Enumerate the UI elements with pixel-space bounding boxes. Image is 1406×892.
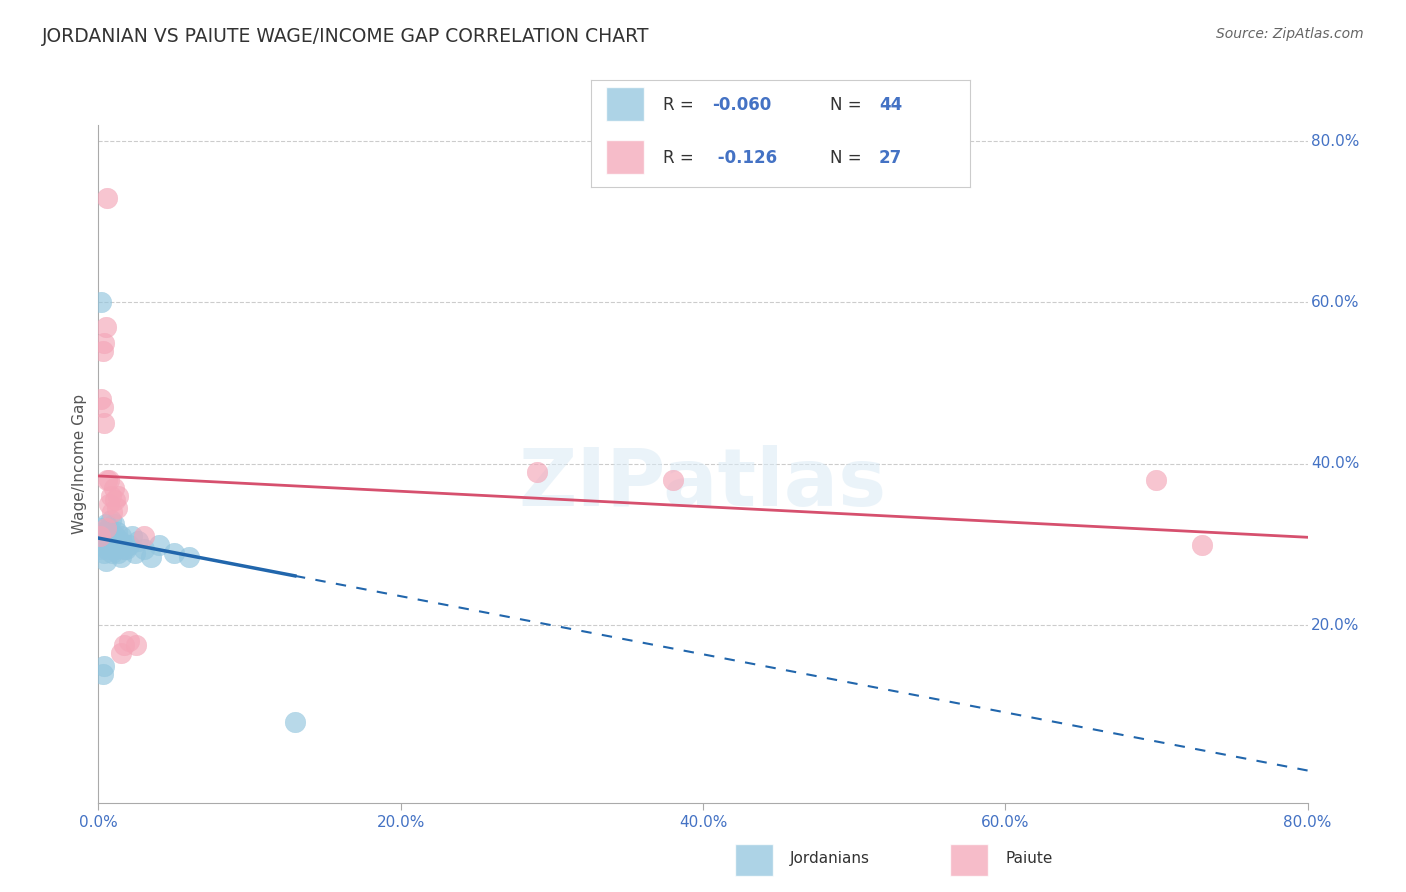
Point: [526, 465, 548, 479]
Point: [141, 549, 163, 564]
Text: -0.060: -0.060: [711, 96, 772, 114]
Point: [98, 537, 121, 551]
Point: [114, 541, 136, 556]
Point: [91, 525, 114, 540]
Point: [124, 546, 146, 560]
Point: [93, 658, 115, 673]
Point: [91, 537, 114, 551]
Text: 27: 27: [879, 150, 903, 168]
Text: R =: R =: [662, 150, 699, 168]
Point: [103, 541, 125, 556]
Y-axis label: Wage/Income Gap: Wage/Income Gap: [72, 393, 87, 534]
Point: [93, 335, 115, 350]
Point: [96, 473, 118, 487]
FancyBboxPatch shape: [606, 87, 644, 121]
Point: [118, 634, 141, 648]
Point: [101, 546, 124, 560]
Point: [94, 517, 117, 532]
Point: [94, 521, 117, 535]
Point: [104, 529, 127, 543]
Text: Paiute: Paiute: [1005, 851, 1053, 866]
Point: [93, 546, 115, 560]
Point: [90, 541, 112, 556]
Point: [101, 533, 124, 548]
Point: [94, 319, 117, 334]
Text: N =: N =: [830, 96, 866, 114]
Point: [89, 529, 111, 543]
Point: [163, 546, 186, 560]
Point: [132, 541, 155, 556]
Point: [98, 497, 121, 511]
Point: [96, 190, 118, 204]
Point: [105, 525, 128, 540]
Point: [96, 541, 118, 556]
Point: [93, 417, 115, 431]
Text: Source: ZipAtlas.com: Source: ZipAtlas.com: [1216, 27, 1364, 41]
Point: [132, 529, 155, 543]
Text: Jordanians: Jordanians: [790, 851, 870, 866]
Point: [98, 473, 121, 487]
Point: [105, 537, 128, 551]
Point: [91, 666, 114, 681]
Point: [103, 481, 125, 495]
Point: [121, 529, 143, 543]
FancyBboxPatch shape: [735, 844, 773, 876]
Text: -0.126: -0.126: [711, 150, 778, 168]
Point: [177, 549, 201, 564]
Point: [110, 647, 132, 661]
Point: [148, 537, 170, 551]
Point: [125, 639, 148, 653]
Point: [91, 401, 114, 415]
Point: [101, 505, 124, 519]
Point: [103, 517, 125, 532]
Text: 40.0%: 40.0%: [1312, 457, 1360, 471]
Text: 80.0%: 80.0%: [1312, 134, 1360, 149]
Point: [110, 529, 132, 543]
Point: [111, 537, 134, 551]
Point: [107, 546, 129, 560]
FancyBboxPatch shape: [606, 140, 644, 175]
Point: [100, 529, 122, 543]
Text: N =: N =: [830, 150, 866, 168]
Point: [112, 639, 135, 653]
Point: [96, 525, 118, 540]
Point: [93, 533, 115, 548]
Point: [110, 549, 132, 564]
Point: [118, 537, 141, 551]
Point: [127, 533, 149, 548]
Point: [104, 541, 127, 556]
Point: [100, 489, 122, 503]
Text: 20.0%: 20.0%: [1312, 618, 1360, 632]
Point: [91, 343, 114, 358]
Point: [661, 473, 683, 487]
Point: [89, 521, 111, 535]
Point: [104, 493, 127, 508]
Point: [90, 392, 112, 407]
Point: [90, 529, 112, 543]
Point: [100, 513, 122, 527]
Point: [112, 541, 135, 556]
Point: [98, 521, 121, 535]
Point: [107, 489, 129, 503]
Point: [284, 715, 307, 730]
Point: [1144, 473, 1167, 487]
FancyBboxPatch shape: [950, 844, 988, 876]
Point: [90, 295, 112, 310]
Text: 44: 44: [879, 96, 903, 114]
Text: JORDANIAN VS PAIUTE WAGE/INCOME GAP CORRELATION CHART: JORDANIAN VS PAIUTE WAGE/INCOME GAP CORR…: [42, 27, 650, 45]
Point: [105, 501, 128, 516]
Point: [94, 554, 117, 568]
Point: [94, 529, 117, 543]
Text: 60.0%: 60.0%: [1312, 295, 1360, 310]
Point: [108, 533, 131, 548]
Point: [1191, 537, 1213, 551]
Text: R =: R =: [662, 96, 699, 114]
Text: ZIPatlas: ZIPatlas: [519, 445, 887, 524]
